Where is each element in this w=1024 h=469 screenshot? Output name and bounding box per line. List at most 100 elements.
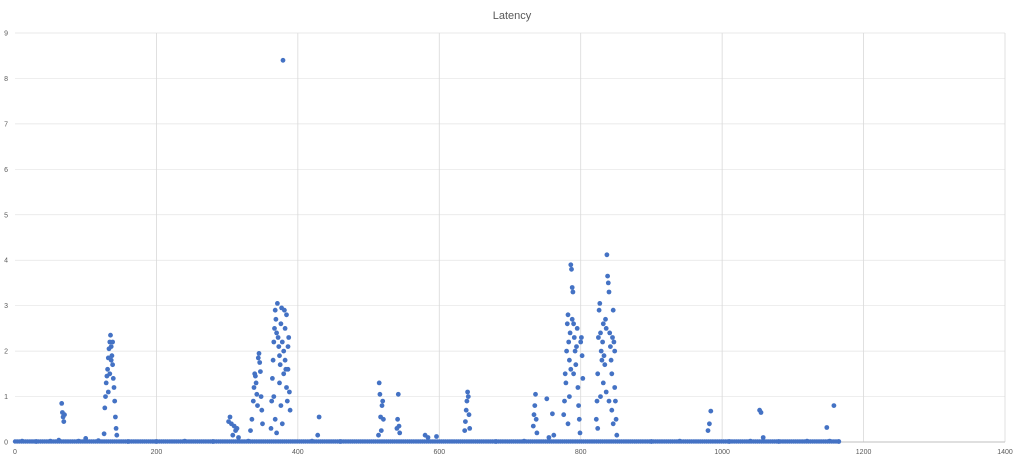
- data-point: [61, 419, 67, 424]
- data-point: [608, 357, 614, 363]
- data-point: [282, 326, 288, 331]
- data-point: [464, 398, 470, 404]
- data-point: [609, 371, 615, 377]
- data-point: [285, 344, 291, 349]
- data-point: [600, 321, 606, 327]
- data-point: [531, 412, 537, 418]
- data-point: [395, 391, 401, 397]
- data-point: [603, 326, 609, 331]
- data-point: [567, 394, 572, 399]
- data-point: [610, 307, 616, 313]
- data-point: [282, 307, 287, 313]
- data-point: [234, 426, 240, 431]
- data-point: [254, 391, 260, 397]
- data-point: [275, 335, 281, 340]
- data-point: [282, 357, 288, 363]
- data-point: [575, 385, 581, 390]
- data-point: [576, 403, 581, 408]
- data-point: [108, 332, 113, 338]
- data-point: [573, 362, 579, 368]
- data-point: [279, 421, 285, 427]
- data-point: [614, 432, 620, 438]
- data-point: [272, 307, 278, 313]
- data-point: [760, 435, 766, 440]
- data-point: [59, 401, 65, 406]
- data-point: [595, 371, 601, 377]
- data-point: [576, 416, 582, 422]
- data-point: [256, 351, 262, 356]
- data-point: [758, 410, 764, 415]
- data-point: [546, 435, 552, 440]
- data-point: [603, 316, 608, 322]
- data-point: [380, 398, 386, 404]
- data-point: [578, 339, 584, 345]
- data-point: [271, 394, 277, 399]
- chart-title: Latency: [493, 10, 532, 22]
- data-point: [601, 353, 607, 359]
- data-point: [281, 348, 287, 354]
- data-point: [572, 348, 578, 354]
- data-point: [600, 339, 605, 345]
- data-point: [110, 376, 116, 381]
- data-point: [108, 344, 114, 349]
- data-point: [824, 425, 830, 430]
- y-tick-label: 3: [4, 303, 8, 310]
- data-point: [580, 376, 586, 381]
- y-tick-label: 5: [4, 212, 8, 219]
- data-point: [463, 419, 468, 424]
- data-point: [105, 389, 111, 395]
- data-point: [113, 426, 119, 431]
- data-point: [253, 373, 258, 379]
- x-tick-label: 1000: [714, 449, 730, 456]
- data-point: [62, 412, 67, 418]
- data-point: [248, 428, 253, 433]
- data-point: [610, 421, 616, 427]
- data-point: [550, 411, 555, 417]
- y-tick-label: 8: [4, 76, 8, 83]
- data-point: [602, 362, 608, 368]
- data-point: [272, 416, 278, 422]
- data-point: [708, 408, 714, 414]
- y-axis-tick-labels: 0 1 2 3 4 5 6 7 8 9: [4, 31, 8, 447]
- data-point: [379, 403, 385, 408]
- data-point: [425, 435, 431, 440]
- data-point: [569, 266, 574, 272]
- data-point: [467, 426, 473, 431]
- data-point: [280, 57, 286, 63]
- y-tick-label: 7: [4, 121, 8, 128]
- data-point: [270, 376, 275, 381]
- data-point: [227, 414, 233, 420]
- x-axis-tick-labels: 0 200 400 600 800 1000 1200 1400: [13, 449, 1013, 456]
- data-point: [606, 289, 612, 295]
- data-point: [277, 353, 282, 359]
- data-point: [395, 416, 400, 422]
- data-point: [273, 316, 279, 322]
- data-point: [268, 426, 274, 431]
- data-point: [284, 385, 289, 390]
- data-point: [109, 353, 115, 359]
- data-point: [278, 321, 284, 327]
- data-point: [565, 312, 571, 318]
- data-point: [103, 380, 109, 386]
- data-point: [108, 357, 114, 363]
- y-tick-label: 2: [4, 349, 8, 356]
- data-point: [835, 439, 841, 444]
- data-point: [258, 369, 263, 374]
- data-point: [577, 430, 583, 436]
- data-point: [279, 339, 285, 345]
- x-tick-label: 1400: [997, 449, 1013, 456]
- data-point: [551, 432, 557, 438]
- data-point: [315, 432, 321, 438]
- data-point: [593, 416, 599, 422]
- data-point: [107, 371, 113, 377]
- data-point: [600, 380, 606, 386]
- data-point: [569, 316, 575, 322]
- data-point: [110, 339, 115, 345]
- data-point: [530, 423, 536, 429]
- data-point: [562, 371, 568, 377]
- data-point: [565, 421, 571, 427]
- x-tick-label: 0: [13, 449, 17, 456]
- data-point: [113, 414, 118, 420]
